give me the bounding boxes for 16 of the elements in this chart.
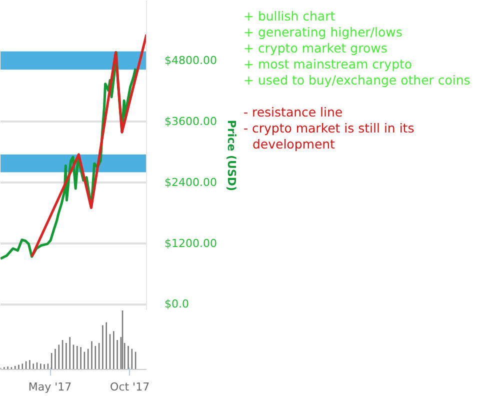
y-tick-label: $2400.00	[164, 176, 217, 189]
text: + bullish chart	[244, 8, 336, 24]
text: + generating higher/lows	[244, 24, 402, 40]
text: - resistance line	[244, 104, 343, 120]
y-axis-title: Price (USD)	[224, 120, 238, 192]
text: + most mainstream crypto	[244, 56, 412, 72]
y-tick-label: $1200.00	[164, 236, 217, 250]
y-tick-label: $3600.00	[164, 114, 217, 128]
x-tick-label: Oct '17	[110, 380, 150, 394]
text: - crypto market is still in its development	[244, 120, 414, 152]
text: + crypto market grows	[244, 40, 388, 56]
x-tick-label: May '17	[28, 380, 72, 394]
y-tick-label: $0.0	[164, 298, 189, 310]
text: + used to buy/exchange other coins	[244, 72, 470, 88]
line-series	[30, 33, 146, 258]
y-tick-label: $4800.00	[164, 54, 217, 67]
